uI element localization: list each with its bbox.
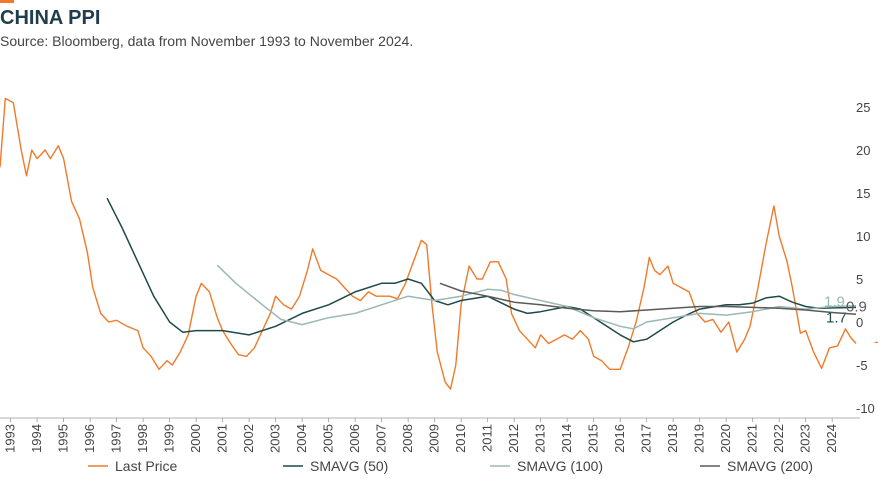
x-tick-label: 2020 — [718, 424, 733, 453]
x-tick-label: 2018 — [665, 424, 680, 453]
x-tick-label: 2015 — [586, 424, 601, 453]
y-tick-label: 10 — [856, 229, 870, 244]
x-tick-label: 1995 — [56, 424, 71, 453]
x-tick-label: 1993 — [3, 424, 18, 453]
x-tick-label: 2001 — [215, 424, 230, 453]
x-tick-label: 2016 — [612, 424, 627, 453]
x-tick-label: 2017 — [639, 424, 654, 453]
x-tick-label: 2022 — [771, 424, 786, 453]
x-tick-label: 2023 — [798, 424, 813, 453]
x-tick-label: 2003 — [268, 424, 283, 453]
chart-title: CHINA PPI — [0, 7, 100, 29]
x-tick-label: 2010 — [453, 424, 468, 453]
y-tick-label: 0 — [856, 315, 863, 330]
end-value-label: 0.9 — [846, 298, 867, 315]
chart-subtitle: Source: Bloomberg, data from November 19… — [0, 33, 413, 49]
x-tick-label: 1994 — [29, 424, 44, 453]
y-tick-label: -10 — [856, 401, 875, 416]
x-tick-label: 2014 — [559, 424, 574, 453]
y-tick-label: -5 — [856, 358, 868, 373]
end-value-label: 1.9 — [824, 294, 845, 311]
x-tick-label: 2000 — [188, 424, 203, 453]
y-tick-label: 25 — [856, 100, 870, 115]
x-tick-label: 2012 — [506, 424, 521, 453]
title-accent — [0, 0, 14, 3]
series-line — [106, 197, 857, 343]
x-tick-label: 2019 — [692, 424, 707, 453]
x-tick-label: 1998 — [135, 424, 150, 453]
x-tick-label: 1999 — [162, 424, 177, 453]
y-tick-label: 15 — [856, 186, 870, 201]
x-tick-label: 2024 — [824, 424, 839, 453]
x-tick-label: 2005 — [321, 424, 336, 453]
x-tick-label: 2002 — [241, 424, 256, 453]
x-tick-label: 2007 — [374, 424, 389, 453]
x-tick-label: 2008 — [400, 424, 415, 453]
legend-label: SMAVG (50) — [310, 458, 388, 474]
series-line — [0, 97, 857, 390]
x-tick-label: 2013 — [533, 424, 548, 453]
x-tick-label: 1996 — [82, 424, 97, 453]
x-tick-label: 2006 — [347, 424, 362, 453]
legend-label: Last Price — [115, 458, 177, 474]
y-tick-label: 20 — [856, 143, 870, 158]
series-line — [439, 282, 857, 316]
end-value-label: -2.5 — [874, 334, 878, 351]
series-line — [216, 264, 857, 330]
x-tick-label: 2011 — [480, 424, 495, 452]
legend-label: SMAVG (100) — [517, 458, 603, 474]
y-tick-label: 5 — [856, 272, 863, 287]
x-tick-label: 2009 — [427, 424, 442, 453]
legend-label: SMAVG (200) — [727, 458, 813, 474]
x-tick-label: 2004 — [294, 424, 309, 453]
x-tick-label: 2021 — [745, 424, 760, 453]
x-tick-label: 1997 — [109, 424, 124, 453]
